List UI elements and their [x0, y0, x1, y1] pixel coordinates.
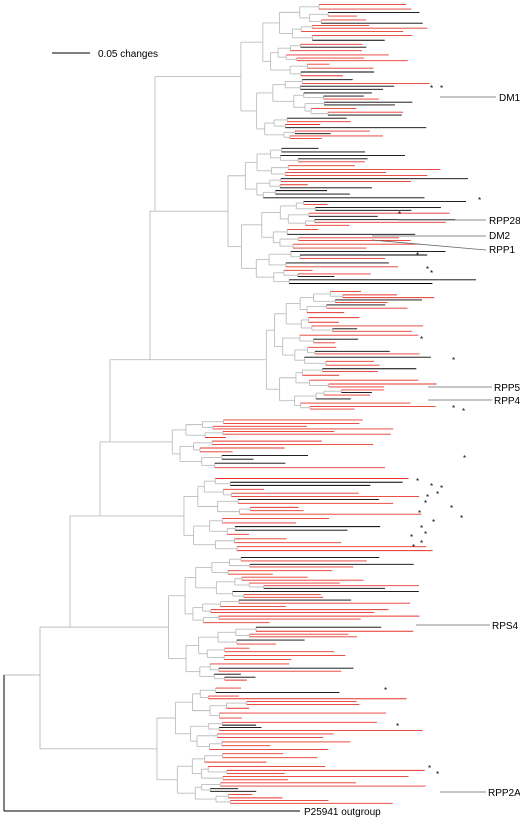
asterisk-marker: *	[426, 493, 429, 502]
asterisk-marker: *	[416, 477, 419, 486]
asterisk-marker: *	[452, 356, 455, 365]
asterisk-marker: *	[436, 770, 439, 779]
label-outgroup: P25941 outgroup	[304, 807, 381, 817]
label-rpp5: RPP5	[494, 383, 520, 394]
asterisk-marker: *	[412, 543, 415, 552]
asterisk-marker: *	[416, 251, 419, 260]
asterisk-marker: *	[420, 524, 423, 533]
asterisk-marker: *	[420, 539, 423, 548]
asterisk-marker: *	[424, 499, 427, 508]
asterisk-marker: *	[418, 509, 421, 518]
asterisk-marker: *	[410, 533, 413, 542]
asterisk-markers: * ***** **** **** *****************	[384, 84, 481, 779]
asterisk-marker: *	[424, 530, 427, 539]
asterisk-marker: *	[426, 265, 429, 274]
asterisk-marker: *	[430, 84, 433, 93]
asterisk-marker: *	[462, 407, 465, 416]
callout-lines	[371, 96, 496, 793]
asterisk-marker: *	[430, 482, 433, 491]
tree-leaves	[199, 4, 477, 804]
asterisk-marker: *	[396, 722, 399, 731]
asterisk-marker: *	[478, 196, 481, 205]
asterisk-marker: *	[384, 686, 387, 695]
asterisk-marker: *	[463, 454, 466, 463]
scale-bar-label: 0.05 changes	[98, 49, 158, 60]
label-rpp2a: RPP2A	[488, 788, 520, 799]
label-rpp28: RPP28	[489, 216, 520, 227]
label-rpp1: RPP1	[489, 245, 516, 256]
tree-branches	[4, 4, 344, 804]
asterisk-marker: *	[432, 518, 435, 527]
label-dm1: DM1	[499, 93, 520, 104]
asterisk-marker: *	[440, 484, 443, 493]
asterisk-marker: *	[420, 335, 423, 344]
asterisk-marker: *	[450, 504, 453, 513]
asterisk-marker: *	[440, 84, 443, 93]
label-rpp4: RPP4	[494, 396, 520, 407]
callout-line-rpp1	[371, 239, 487, 251]
asterisk-marker: *	[460, 514, 463, 523]
asterisk-marker: *	[436, 490, 439, 499]
label-dm2: DM2	[489, 231, 511, 242]
label-rps4: RPS4	[492, 621, 519, 632]
asterisk-marker: *	[398, 210, 401, 219]
asterisk-marker: *	[452, 404, 455, 413]
asterisk-marker: *	[430, 269, 433, 278]
asterisk-marker: *	[428, 764, 431, 773]
